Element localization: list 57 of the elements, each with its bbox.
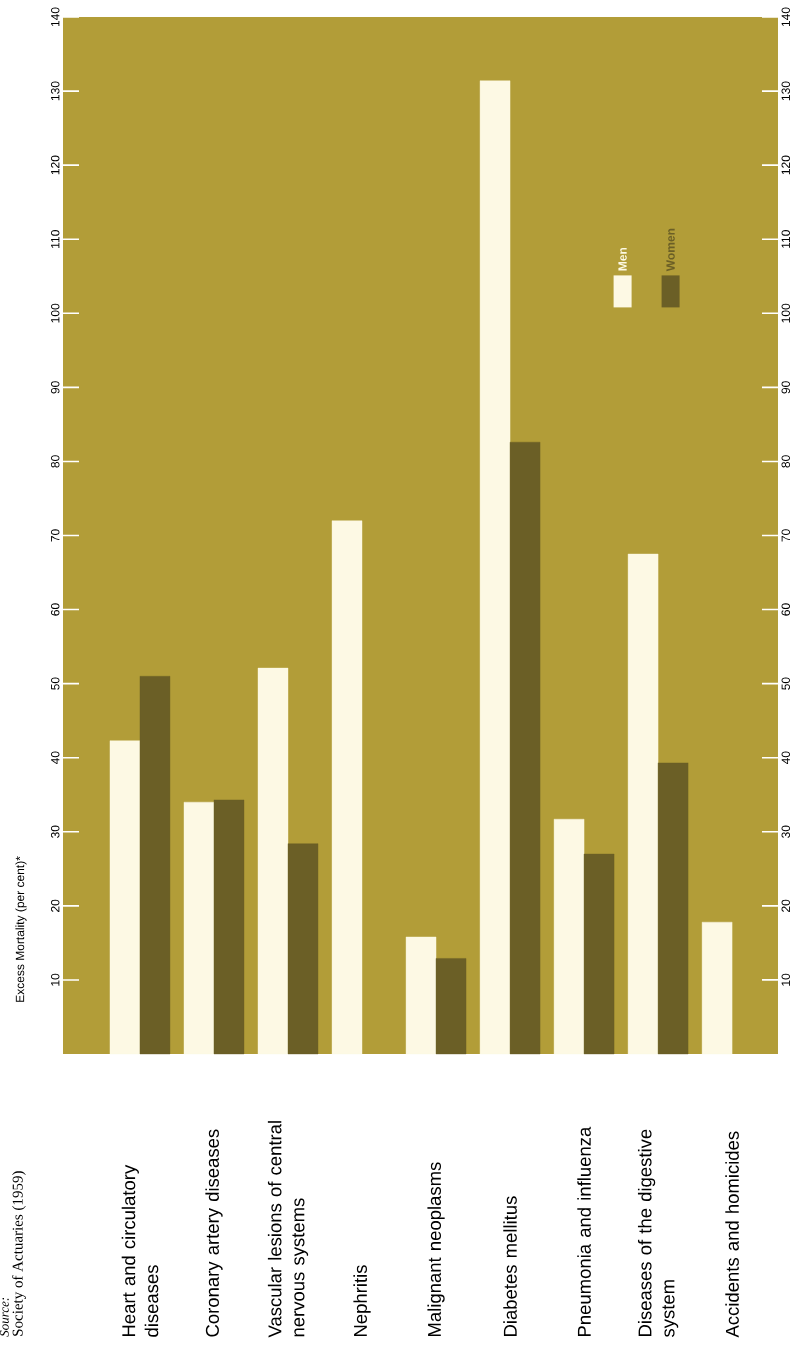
y2-tick-label: 30 bbox=[781, 825, 791, 838]
y2-tick-label: 90 bbox=[781, 381, 791, 394]
y-tick-label: 110 bbox=[50, 230, 60, 248]
y-tick-label: 60 bbox=[50, 603, 60, 616]
y-axis-title: Excess Mortality (per cent)* bbox=[15, 856, 27, 1002]
y-tick-label: 140 bbox=[50, 7, 60, 27]
text: Society of Actuaries (1959) bbox=[12, 1171, 26, 1336]
y-tick-label: 80 bbox=[50, 455, 60, 468]
y2-tick-label: 140 bbox=[781, 7, 791, 27]
y2-tick-label: 40 bbox=[781, 751, 791, 765]
x-tick-label: Heart and circulatory diseases bbox=[121, 1164, 159, 1337]
y2-tick-label: 120 bbox=[781, 155, 791, 175]
bar bbox=[213, 799, 245, 1055]
bar bbox=[405, 936, 437, 1055]
y-tick-label: 40 bbox=[50, 751, 60, 765]
y-tick-label: 100 bbox=[50, 303, 60, 323]
bar bbox=[583, 853, 615, 1055]
bar bbox=[553, 818, 585, 1055]
text: Women bbox=[666, 228, 675, 272]
bar bbox=[287, 843, 319, 1055]
y-tick-label: 50 bbox=[50, 677, 60, 690]
y2-tick-label: 110 bbox=[781, 230, 791, 248]
y2-tick-label: 10 bbox=[781, 973, 791, 986]
x-tick-label: Nephritis bbox=[353, 1265, 371, 1336]
y-tick-label: 90 bbox=[50, 381, 60, 394]
x-tick-label: Coronary artery diseases bbox=[205, 1129, 223, 1337]
y-tick-label: 70 bbox=[50, 529, 60, 542]
bar bbox=[331, 520, 363, 1055]
y2-tick-label: 80 bbox=[781, 455, 791, 468]
bar bbox=[627, 553, 659, 1055]
y2-tick-label: 20 bbox=[781, 899, 791, 912]
y2-tick-label: 100 bbox=[781, 303, 791, 323]
x-tick-label: Malignant neoplasms bbox=[427, 1162, 445, 1336]
bar bbox=[183, 801, 215, 1055]
y-tick-label: 120 bbox=[50, 155, 60, 175]
x-tick-label: Diseases of the digestive system bbox=[637, 1129, 679, 1338]
bar bbox=[701, 921, 733, 1055]
source-note: Source: bbox=[0, 1297, 9, 1337]
y2-tick-label: 50 bbox=[781, 677, 791, 690]
bar bbox=[257, 667, 289, 1055]
bar bbox=[657, 762, 689, 1055]
x-tick-label: Pneumonia and influenza bbox=[577, 1126, 591, 1336]
y2-tick-label: 70 bbox=[781, 529, 791, 542]
bar bbox=[479, 80, 511, 1055]
y-tick-label: 20 bbox=[50, 899, 60, 912]
y-tick-label: 30 bbox=[50, 825, 60, 838]
bar bbox=[109, 740, 141, 1055]
bar bbox=[509, 441, 541, 1055]
y2-tick-label: 130 bbox=[781, 81, 791, 101]
y2-tick-label: 60 bbox=[781, 603, 791, 616]
bar bbox=[139, 676, 171, 1055]
y-tick-label: 10 bbox=[50, 973, 60, 986]
y-tick-label: 130 bbox=[50, 81, 60, 101]
x-tick-label: Accidents and homicides bbox=[725, 1131, 739, 1338]
bar bbox=[435, 958, 467, 1055]
text: Men bbox=[618, 247, 627, 271]
x-tick-label: Diabetes mellitus bbox=[503, 1196, 517, 1336]
